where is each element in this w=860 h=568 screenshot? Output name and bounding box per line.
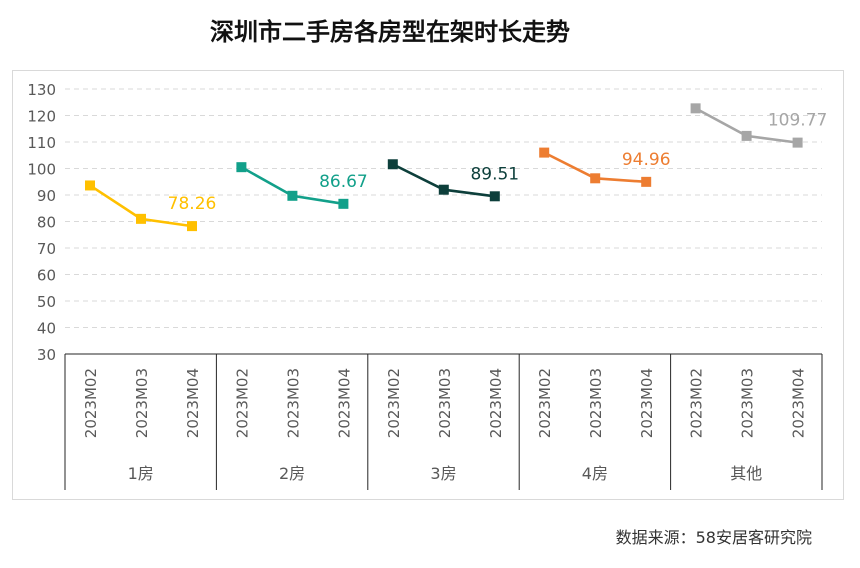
data-label: 86.67	[319, 172, 368, 192]
data-point	[792, 137, 803, 148]
x-tick-label: 2023M04	[638, 368, 656, 438]
data-point	[741, 130, 752, 141]
category-label: 其他	[730, 464, 762, 483]
x-tick-label: 2023M03	[587, 368, 605, 438]
data-point	[539, 147, 550, 158]
x-tick-label: 2023M04	[487, 368, 505, 438]
chart-frame	[12, 70, 844, 500]
data-point	[690, 103, 701, 114]
data-point	[136, 213, 146, 224]
data-point	[438, 184, 449, 195]
y-tick-label: 110	[27, 134, 56, 152]
x-tick-label: 2023M04	[184, 368, 202, 438]
data-point	[590, 173, 601, 184]
x-tick-label: 2023M03	[133, 368, 151, 438]
y-tick-label: 130	[27, 81, 56, 99]
y-tick-label: 120	[27, 108, 56, 126]
chart-title: 深圳市二手房各房型在架时长走势	[210, 18, 570, 46]
x-tick-label: 2023M02	[688, 368, 706, 438]
data-label: 78.26	[168, 194, 217, 214]
data-point	[387, 159, 398, 170]
data-point	[489, 191, 500, 202]
x-tick-label: 2023M04	[335, 368, 353, 438]
x-tick-label: 2023M04	[790, 368, 808, 438]
data-label: 94.96	[622, 150, 671, 170]
x-tick-label: 2023M03	[739, 368, 757, 438]
data-label: 109.77	[768, 111, 827, 131]
y-tick-label: 50	[37, 293, 56, 311]
category-label: 2房	[279, 464, 305, 483]
data-point	[236, 162, 247, 173]
data-point	[641, 176, 652, 187]
data-label: 89.51	[470, 164, 519, 184]
data-point	[187, 221, 197, 232]
category-label: 3房	[430, 464, 456, 483]
x-tick-label: 2023M02	[82, 368, 100, 438]
y-tick-label: 100	[27, 161, 56, 179]
x-tick-label: 2023M02	[233, 368, 251, 438]
category-label: 1房	[128, 464, 154, 483]
x-tick-label: 2023M02	[385, 368, 403, 438]
x-tick-label: 2023M02	[536, 368, 554, 438]
category-label: 4房	[582, 464, 608, 483]
y-tick-label: 80	[37, 214, 56, 232]
x-tick-label: 2023M03	[436, 368, 454, 438]
y-tick-label: 40	[37, 320, 56, 338]
data-point	[338, 198, 349, 209]
y-tick-label: 90	[37, 187, 56, 205]
y-tick-label: 60	[37, 267, 56, 285]
y-tick-label: 70	[37, 240, 56, 258]
data-point	[287, 190, 298, 201]
data-point	[85, 180, 95, 191]
x-tick-label: 2023M03	[284, 368, 302, 438]
source-note: 数据来源：58安居客研究院	[615, 528, 812, 547]
y-tick-label: 30	[37, 346, 56, 364]
